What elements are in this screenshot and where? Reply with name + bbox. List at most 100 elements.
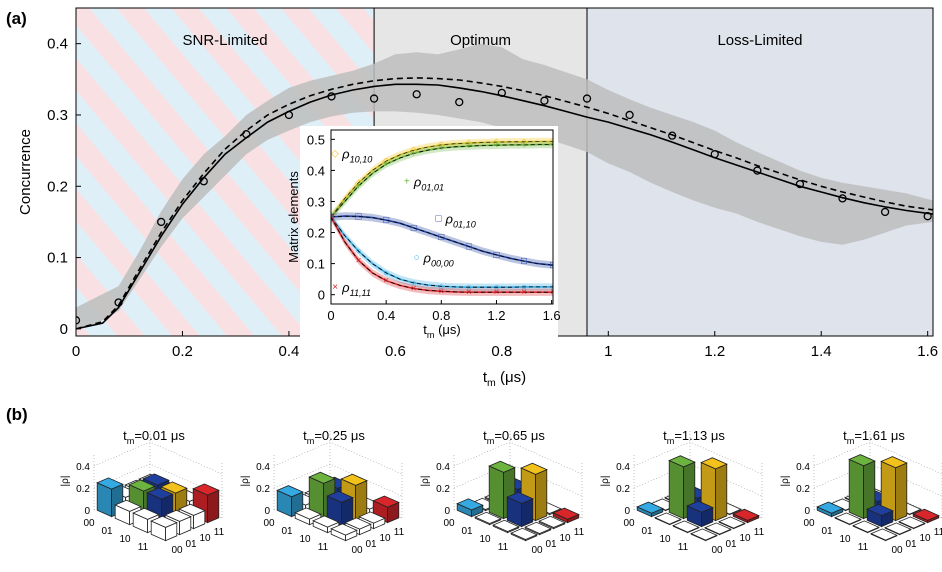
z-axis-label: |ρ| xyxy=(780,476,791,487)
inset-y-tick-label: 0.1 xyxy=(307,257,325,272)
x-tick-label: 0.6 xyxy=(385,343,406,360)
row-axis-label: 10 xyxy=(299,534,311,545)
concurrence-data-point xyxy=(795,179,805,189)
bar-chart-title: tm=0.65 μs xyxy=(483,428,545,446)
bar-top-face xyxy=(128,479,156,492)
bar-top-face xyxy=(358,511,386,524)
inset-series-label: ρ10,10 xyxy=(341,146,372,164)
x-tick-label: 0.2 xyxy=(172,343,193,360)
bar-top-face xyxy=(312,515,340,528)
inset-marker: ◇ xyxy=(465,138,473,149)
x-tick-label: 1.2 xyxy=(704,343,725,360)
panel-label-a: (a) xyxy=(6,9,27,28)
row-axis-label: 00 xyxy=(83,518,95,529)
bar-chart-title: tm=1.13 μs xyxy=(663,428,725,446)
inset-plot-area: ◇◇◇◇ ◇ ◇ ◇ ◇ ◇++++ + + + + +□ □ □□□□□□ □○○○○ ○ ○ ○ ○ ○××××… xyxy=(331,136,557,298)
row-axis-label: 01 xyxy=(641,526,653,537)
concurrence-data-point xyxy=(880,207,890,217)
concurrence-data-point xyxy=(540,96,549,105)
bar-top-face xyxy=(848,454,876,467)
col-axis-label: 11 xyxy=(214,527,225,538)
bar-top-face xyxy=(344,517,372,530)
bar-top-face xyxy=(520,462,548,475)
inset-marker: ○ xyxy=(466,282,472,293)
row-axis-label: 00 xyxy=(443,518,455,529)
col-axis-label: 01 xyxy=(725,539,737,550)
inset-marker: ◇ xyxy=(382,156,390,167)
inset-series-label: ρ11,11 xyxy=(341,280,371,298)
region-label-1: Optimum xyxy=(450,32,511,49)
col-axis-label: 00 xyxy=(711,545,723,556)
bar-top-face xyxy=(276,485,304,498)
inset-series-label: ρ01,10 xyxy=(445,212,476,230)
concurrence-data-point xyxy=(76,316,81,325)
col-axis-label: 01 xyxy=(545,539,557,550)
concurrence-data-point xyxy=(199,177,208,186)
concurrence-data-point xyxy=(327,92,336,101)
bar-right-face xyxy=(207,489,220,524)
row-axis-label: 10 xyxy=(119,534,131,545)
inset-marker: ◇ xyxy=(549,136,557,147)
inset-marker: ○ xyxy=(438,281,444,292)
z-tick-label: 0.2 xyxy=(616,484,630,495)
z-tick-label: 0.4 xyxy=(76,462,90,473)
bar-top-face xyxy=(884,522,912,535)
inset-label-marker: ○ xyxy=(413,252,419,263)
region-label-2: Loss-Limited xyxy=(717,32,802,49)
concurrence-data-point xyxy=(114,298,123,307)
bar-top-face xyxy=(146,487,174,500)
y-tick-label: 0.1 xyxy=(47,250,68,267)
bar-top-face xyxy=(192,483,220,496)
y-tick-label: 0.4 xyxy=(47,36,68,53)
col-axis-label: 10 xyxy=(559,533,571,544)
uncertainty-band xyxy=(76,43,933,329)
concurrence-data-point xyxy=(497,88,506,98)
inset-marker: □ xyxy=(356,211,362,222)
inset-marker: × xyxy=(494,287,500,298)
inset-marker: × xyxy=(466,287,472,298)
concurrence-data-point xyxy=(242,130,251,139)
bar-top-face xyxy=(474,511,502,524)
bar-chart-title: tm=0.01 μs xyxy=(123,428,185,446)
row-axis-label: 11 xyxy=(138,542,149,553)
row-axis-label: 00 xyxy=(803,518,815,529)
inset-marker: □ xyxy=(466,242,472,253)
col-axis-label: 00 xyxy=(531,545,543,556)
col-axis-label: 11 xyxy=(394,527,405,538)
y-tick-label: 0 xyxy=(60,321,68,338)
col-axis-label: 01 xyxy=(185,539,197,550)
z-axis-label: |ρ| xyxy=(420,476,431,487)
inset-y-tick-label: 0 xyxy=(318,288,325,303)
bar-top-face xyxy=(132,507,160,520)
row-axis-label: 11 xyxy=(858,542,869,553)
concurrence-data-point xyxy=(412,90,421,99)
row-axis-label: 10 xyxy=(479,534,491,545)
z-tick-label: 0.2 xyxy=(796,484,810,495)
x-tick-label: 1.4 xyxy=(811,343,832,360)
bar-top-face xyxy=(834,512,862,525)
z-tick-label: 0.2 xyxy=(256,484,270,495)
inset-marker: × xyxy=(383,276,389,287)
inset-marker: × xyxy=(438,286,444,297)
inset-marker: + xyxy=(550,140,556,151)
bar-right-face xyxy=(895,462,908,522)
concurrence-data-point xyxy=(582,94,592,103)
inset-marker: ○ xyxy=(383,268,389,279)
z-tick-label: 0.4 xyxy=(796,462,810,473)
inset-label-marker: × xyxy=(332,282,338,293)
bar-top-face xyxy=(538,515,566,528)
inset-marker: ○ xyxy=(550,282,556,293)
z-tick-label: 0.2 xyxy=(76,484,90,495)
inset-marker: + xyxy=(521,140,527,151)
bar-top-face xyxy=(718,516,746,529)
x-axis-label: tm (μs) xyxy=(483,369,526,389)
concurrence-data-point xyxy=(753,166,762,175)
x-tick-label: 1 xyxy=(604,343,612,360)
inset-y-tick-label: 0.5 xyxy=(307,132,325,147)
col-axis-label: 10 xyxy=(379,533,391,544)
z-tick-label: 0 xyxy=(624,506,630,517)
bar-top-face xyxy=(330,523,358,536)
inset-marker: ◇ xyxy=(493,137,501,148)
